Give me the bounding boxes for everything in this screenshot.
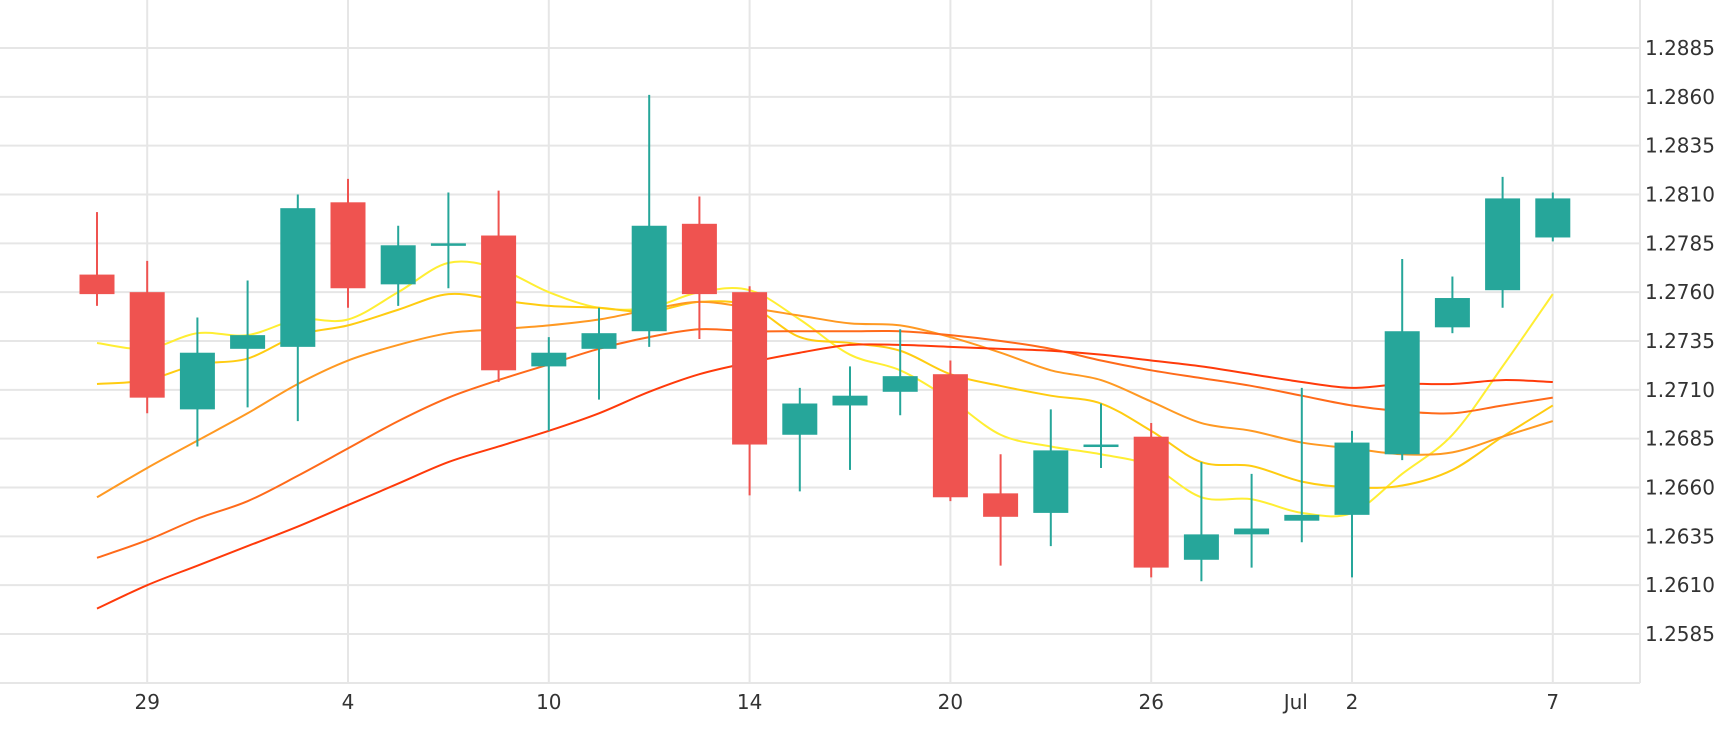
candle [79,212,115,306]
candle [732,286,768,496]
candle [380,225,416,306]
candle [1133,423,1169,578]
candle-body-down [330,202,366,289]
y-tick-label: 1.2860 [1645,85,1715,109]
x-tick-label: 20 [938,690,963,714]
moving-average-line-1 [96,260,1554,518]
candle-body-down [79,274,115,295]
candle-body-down [732,292,768,445]
x-tick-label: 14 [737,690,762,714]
candle-body-up [832,395,868,406]
candle-body-up [1033,450,1069,513]
moving-average-line-2 [96,292,1554,489]
candle [531,337,567,431]
candle [280,194,316,422]
candle-body-up [230,335,266,349]
x-tick-label: 29 [134,690,159,714]
candle-body-up [1535,198,1571,238]
y-tick-label: 1.2635 [1645,524,1715,548]
candle-body-up [430,243,466,246]
candle [1535,192,1571,242]
y-tick-label: 1.2785 [1645,231,1715,255]
candle-body-up [1384,331,1420,455]
candle-body-up [1334,442,1370,515]
moving-average-lines [96,260,1554,610]
x-tick-label: 4 [342,690,355,714]
candle [179,317,215,447]
candle [1183,462,1219,582]
candle-body-up [531,352,567,367]
candle [1234,473,1270,568]
candle [1334,430,1370,578]
y-tick-label: 1.2660 [1645,476,1715,500]
y-tick-label: 1.2835 [1645,134,1715,158]
x-tick-label: 2 [1346,690,1359,714]
candle-body-up [1183,534,1219,560]
candle-body-up [179,352,215,410]
candle-body-up [1485,198,1521,291]
candle-body-up [1434,298,1470,328]
y-tick-label: 1.2710 [1645,378,1715,402]
x-tick-label: 7 [1546,690,1559,714]
candle [882,329,918,416]
candle-body-up [782,403,818,435]
candle-body-up [280,208,316,347]
candle [832,366,868,470]
y-tick-label: 1.2760 [1645,280,1715,304]
candle [230,280,266,408]
candle [782,387,818,492]
candle-body-up [1083,444,1119,448]
candle [1083,403,1119,468]
moving-average-line-3 [96,300,1554,499]
candle [1485,176,1521,308]
candle [1284,387,1320,543]
candle-body-up [882,376,918,392]
candle-body-down [129,292,165,398]
candle-body-down [681,223,717,295]
candle-body-up [1234,528,1270,535]
candle [330,178,366,308]
y-tick-label: 1.2810 [1645,183,1715,207]
candle [1384,258,1420,461]
candle [430,192,466,289]
candle [581,307,617,400]
candle [983,454,1019,566]
candle-body-up [631,225,667,332]
x-tick-label: Jul [1282,690,1308,714]
candle [631,94,667,347]
candle [1033,409,1069,547]
candle-body-down [983,493,1019,517]
candle [681,196,717,340]
y-tick-label: 1.2735 [1645,329,1715,353]
candle-body-down [932,374,968,498]
candles [79,94,1571,582]
x-axis-ticks: 29 4 10 14 20 26 Jul 2 7 [134,690,1559,714]
moving-average-line-5 [96,343,1553,610]
x-tick-label: 10 [536,690,561,714]
candle [129,260,165,414]
y-tick-label: 1.2585 [1645,622,1715,646]
candle-body-up [1284,514,1320,521]
candle-body-down [1133,436,1169,568]
candle [1434,276,1470,334]
x-tick-label: 26 [1138,690,1163,714]
candle [481,190,517,383]
y-tick-label: 1.2885 [1645,36,1715,60]
moving-average-line-4 [96,328,1553,559]
candle-body-down [481,235,517,371]
candle [932,360,968,502]
y-tick-label: 1.2610 [1645,573,1715,597]
y-tick-label: 1.2685 [1645,427,1715,451]
candle-body-up [581,333,617,349]
candle-body-up [380,245,416,285]
y-axis-ticks: 1.2585 1.2610 1.2635 1.2660 1.2685 1.2710 1.27… [1645,36,1715,646]
